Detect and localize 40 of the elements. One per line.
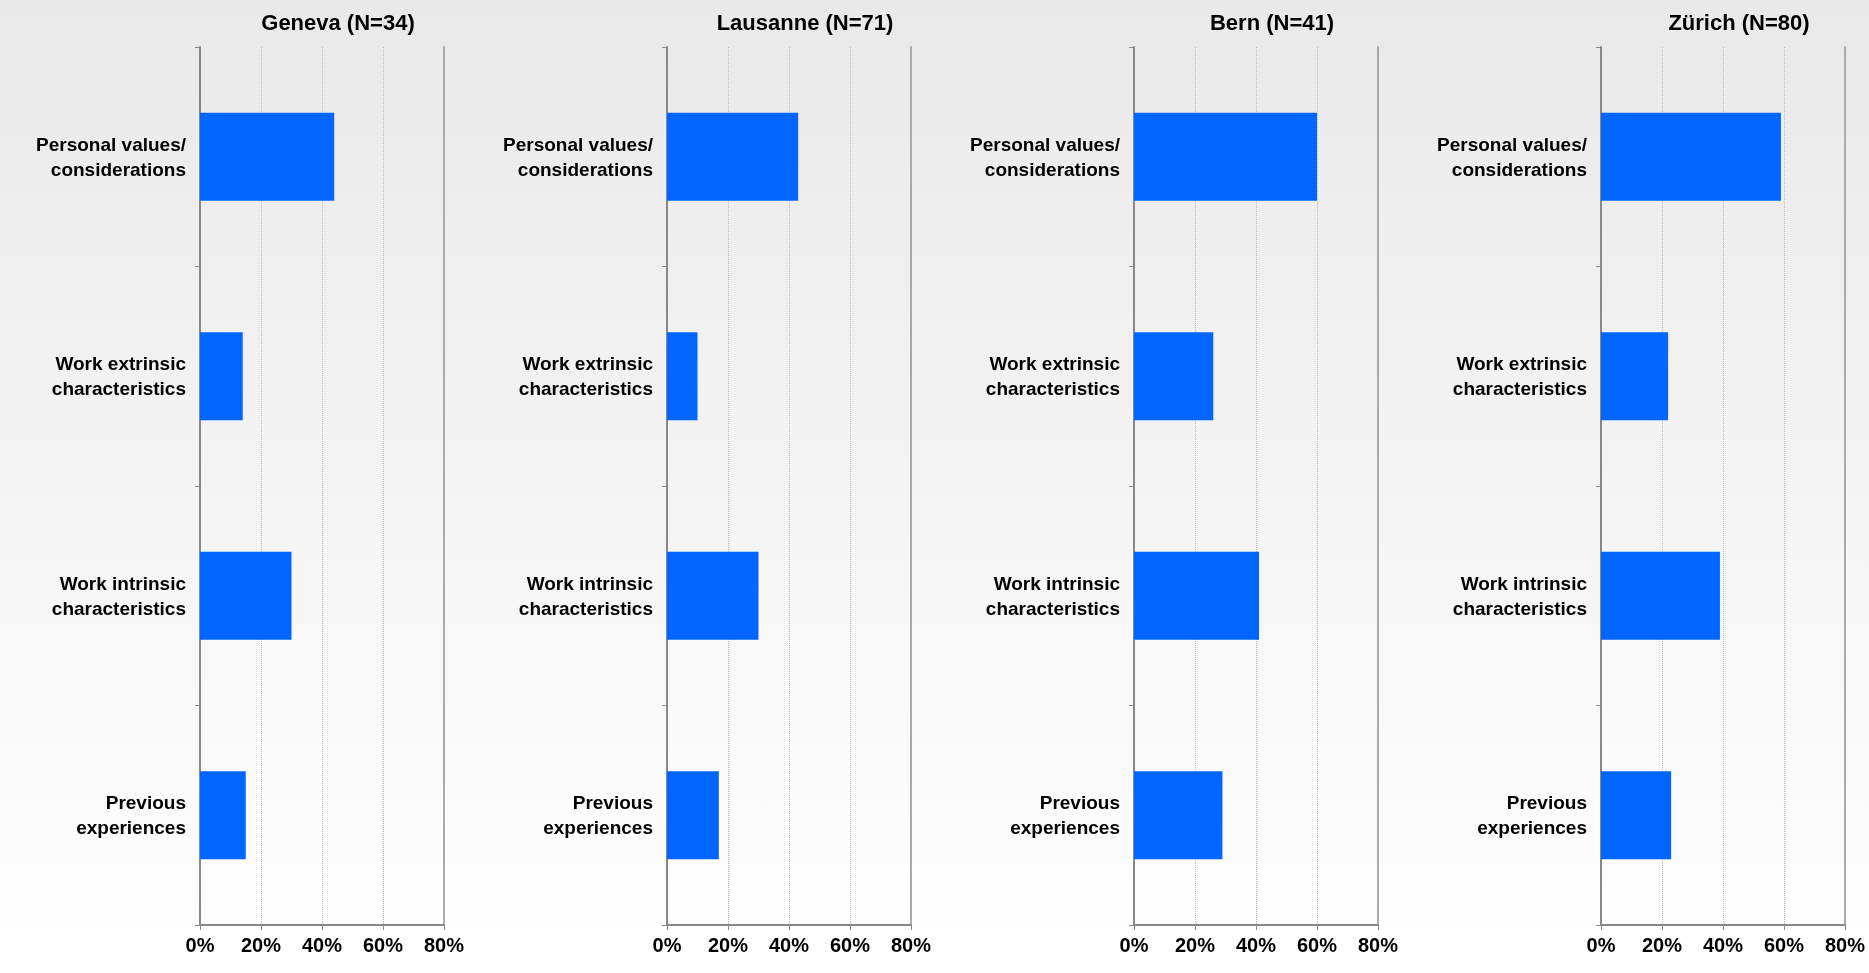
x-tick-label: 60% — [829, 934, 871, 956]
y-tick-label: Personal values/ considerations — [503, 133, 654, 180]
y-tick-label: Work intrinsic characteristics — [985, 572, 1121, 619]
x-tick-label: 40% — [768, 934, 810, 956]
x-tick-label: 0% — [185, 934, 215, 956]
y-tick-label: Work extrinsic characteristics — [518, 353, 654, 400]
y-tick-label: Personal values/ considerations — [1437, 133, 1588, 180]
x-tick-label: 60% — [362, 934, 404, 956]
x-tick-label: 40% — [1702, 934, 1744, 956]
y-tick-label: Work intrinsic characteristics — [518, 572, 654, 619]
x-tick-label: 0% — [652, 934, 682, 956]
y-tick-label: Previous experiences — [76, 792, 186, 839]
y-tick-label: Previous experiences — [1477, 792, 1587, 839]
x-tick-label: 0% — [1586, 934, 1616, 956]
y-tick-label: Previous experiences — [1010, 792, 1120, 839]
x-tick-label: 0% — [1119, 934, 1149, 956]
y-tick-label: Work intrinsic characteristics — [1452, 572, 1588, 619]
chart-title: Geneva (N=34) — [261, 9, 415, 35]
x-tick-label: 20% — [1641, 934, 1683, 956]
y-tick-label: Work intrinsic characteristics — [51, 572, 187, 619]
x-tick-label: 20% — [1174, 934, 1216, 956]
x-tick-label: 80% — [423, 934, 465, 956]
x-tick-label: 20% — [240, 934, 282, 956]
x-tick-label: 40% — [301, 934, 343, 956]
y-tick-label: Personal values/ considerations — [36, 133, 187, 180]
x-tick-label: 60% — [1296, 934, 1338, 956]
y-tick-label: Personal values/ considerations — [970, 133, 1121, 180]
x-tick-label: 60% — [1763, 934, 1805, 956]
chart-title: Lausanne (N=71) — [716, 9, 894, 35]
y-tick-label: Previous experiences — [543, 792, 653, 839]
x-tick-label: 80% — [1357, 934, 1399, 956]
y-tick-label: Work extrinsic characteristics — [1452, 353, 1588, 400]
chart-title: Bern (N=41) — [1209, 9, 1335, 35]
x-tick-label: 20% — [707, 934, 749, 956]
x-tick-label: 80% — [1824, 934, 1866, 956]
y-tick-label: Work extrinsic characteristics — [985, 353, 1121, 400]
x-tick-label: 80% — [890, 934, 932, 956]
chart-title: Zürich (N=80) — [1668, 9, 1810, 35]
x-tick-label: 40% — [1235, 934, 1277, 956]
y-tick-label: Work extrinsic characteristics — [51, 353, 187, 400]
